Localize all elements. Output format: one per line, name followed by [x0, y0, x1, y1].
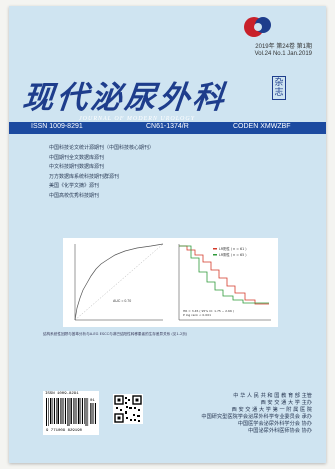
- journal-title-cn: 现代泌尿外科: [20, 80, 229, 116]
- indexing-item: 中文科技期刊数据库源刊: [49, 164, 105, 171]
- km-legend-a: LR阳性 ( n = 61 ): [219, 246, 247, 251]
- indexing-item: 中国高校优秀科技期刊: [49, 192, 100, 199]
- publisher-line: 中 华 人 民 共 和 国 教 育 部 主管: [233, 393, 312, 399]
- issn-label: ISSN 1009-8291: [31, 123, 83, 130]
- indexing-item: 美国《化学文摘》源刊: [49, 183, 100, 190]
- barcode-digits: 9 771009 829190: [46, 429, 83, 433]
- barcode: ISSN 1009-8291 9 771009 829190 01: [43, 391, 99, 435]
- km-legend-b: LR阴性 ( n = 65 ): [219, 252, 247, 257]
- indexing-item: 中国期刊全文数据库源刊: [49, 154, 105, 161]
- cover-figure-graphic: AUC = 0.70 LR阳性 ( n = 61 ) LR阴性 ( n = 65…: [74, 243, 271, 321]
- qr-code-icon: [113, 394, 143, 424]
- figure-caption: 结构系统性回顾与荟萃分析与A-EG ESCC与淋巴结阳性转移患者的生存差异关系 …: [43, 332, 188, 336]
- publisher-line: 西 安 交 通 大 学 主办: [260, 400, 312, 406]
- issue-info: 2019年 第24卷 第1期 Vol.24 No.1 Jan.2019: [255, 44, 312, 58]
- identifier-bar: ISSN 1009-8291 CN61-1374/R CODEN XMWZBF: [9, 122, 326, 134]
- cover-figure: AUC = 0.70 LR阳性 ( n = 61 ) LR阴性 ( n = 65…: [63, 238, 278, 327]
- journal-cover: 2019年 第24卷 第1期 Vol.24 No.1 Jan.2019 现代泌尿…: [9, 6, 326, 463]
- issue-line-en: Vol.24 No.1 Jan.2019: [254, 51, 312, 57]
- roc-auc-label: AUC = 0.70: [113, 299, 131, 303]
- barcode-issn: ISSN 1009-8291: [45, 392, 79, 396]
- barcode-icon: 9 771009 829190 01: [46, 398, 96, 433]
- publisher-line: 西 安 交 通 大 学 第 一 附 属 医 院: [231, 407, 312, 413]
- cn-label: CN61-1374/R: [146, 123, 189, 130]
- journal-logo-icon: [244, 17, 271, 37]
- publisher-line: 中国研究型医院学会泌尿外科学专业委员会 承办: [201, 414, 312, 420]
- indexing-list: 中国科技论文统计源期刊（中国科技核心期刊） 中国期刊全文数据库源刊 中文科技期刊…: [49, 144, 154, 202]
- journal-title-en: JOURNAL OF MODERN UROLOGY: [79, 116, 196, 122]
- publisher-info: 中 华 人 民 共 和 国 教 育 部 主管 西 安 交 通 大 学 主办 西 …: [201, 393, 312, 435]
- issue-line-cn: 2019年 第24卷 第1期: [255, 44, 312, 50]
- indexing-item: 万方数据库系统科技期刊群源刊: [49, 173, 120, 180]
- journal-title-zazhi: 杂志: [272, 76, 286, 100]
- km-p-label: P log rank < 0.001: [183, 313, 211, 317]
- publisher-line: 中国泌尿外科医师协会 协办: [248, 428, 312, 434]
- indexing-item: 中国科技论文统计源期刊（中国科技核心期刊）: [49, 145, 155, 151]
- barcode-addon: 01: [90, 399, 95, 403]
- km-plot: LR阳性 ( n = 61 ) LR阴性 ( n = 65 ) HR = 3.4…: [178, 244, 271, 321]
- coden-label: CODEN XMWZBF: [233, 123, 291, 130]
- roc-plot: AUC = 0.70: [74, 243, 164, 321]
- km-hr-label: HR = 3.45 ( 95% CI: 1.75 ~ 2.66 ): [183, 309, 234, 313]
- publisher-line: 中国医学会泌尿外科学分会 协办: [237, 421, 312, 427]
